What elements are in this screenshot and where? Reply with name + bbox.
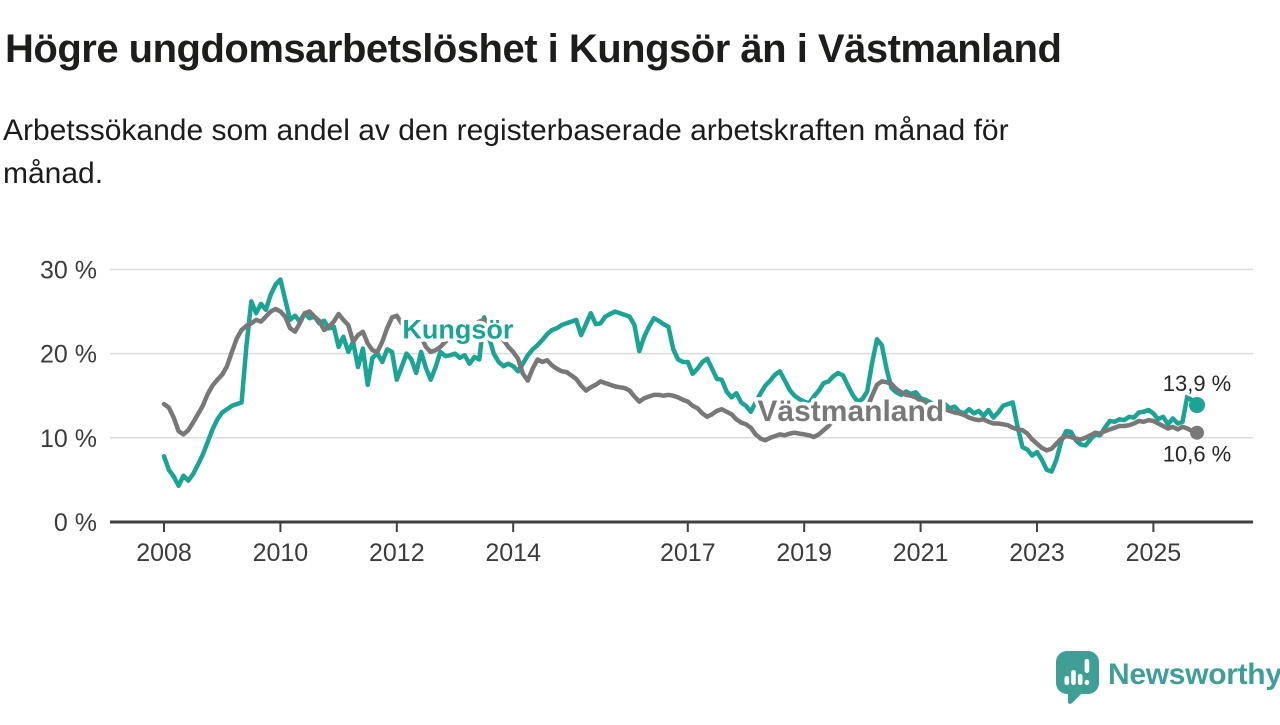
page-title: Högre ungdomsarbetslöshet i Kungsör än i… [5,27,1062,71]
series-end-dot-vastmanland [1190,425,1204,440]
x-tick-label: 2014 [485,539,541,567]
x-tick-label: 2023 [1009,539,1065,567]
page-subtitle: Arbetssökande som andel av den registerb… [3,114,1009,190]
y-tick-label: 30 % [40,256,97,284]
x-tick-label: 2008 [136,539,192,567]
series-line-kungsor [161,277,1200,489]
y-tick-label: 10 % [40,425,97,453]
series-label-kungsor: Kungsör [402,314,513,344]
x-tick-label: 2021 [893,539,949,567]
series-label-vastmanland: Västmanland [757,395,944,428]
x-tick-label: 2025 [1126,539,1182,567]
newsworthy-wordmark: Newsworthy [1108,658,1280,691]
end-value-label-kungsor: 13,9 % [1163,371,1232,396]
y-tick-label: 0 % [54,509,97,537]
newsworthy-logo-icon [1056,651,1099,704]
series-end-dot-kungsor [1189,397,1205,413]
end-value-label-vastmanland: 10,6 % [1163,442,1232,467]
series-line-vastmanland [161,306,1200,453]
x-tick-label: 2010 [253,539,309,567]
y-tick-label: 20 % [40,341,97,369]
x-tick-label: 2017 [660,539,716,567]
newsworthy-logo: Newsworthy [1056,650,1280,706]
x-tick-label: 2019 [776,539,832,567]
x-tick-label: 2012 [369,539,425,567]
